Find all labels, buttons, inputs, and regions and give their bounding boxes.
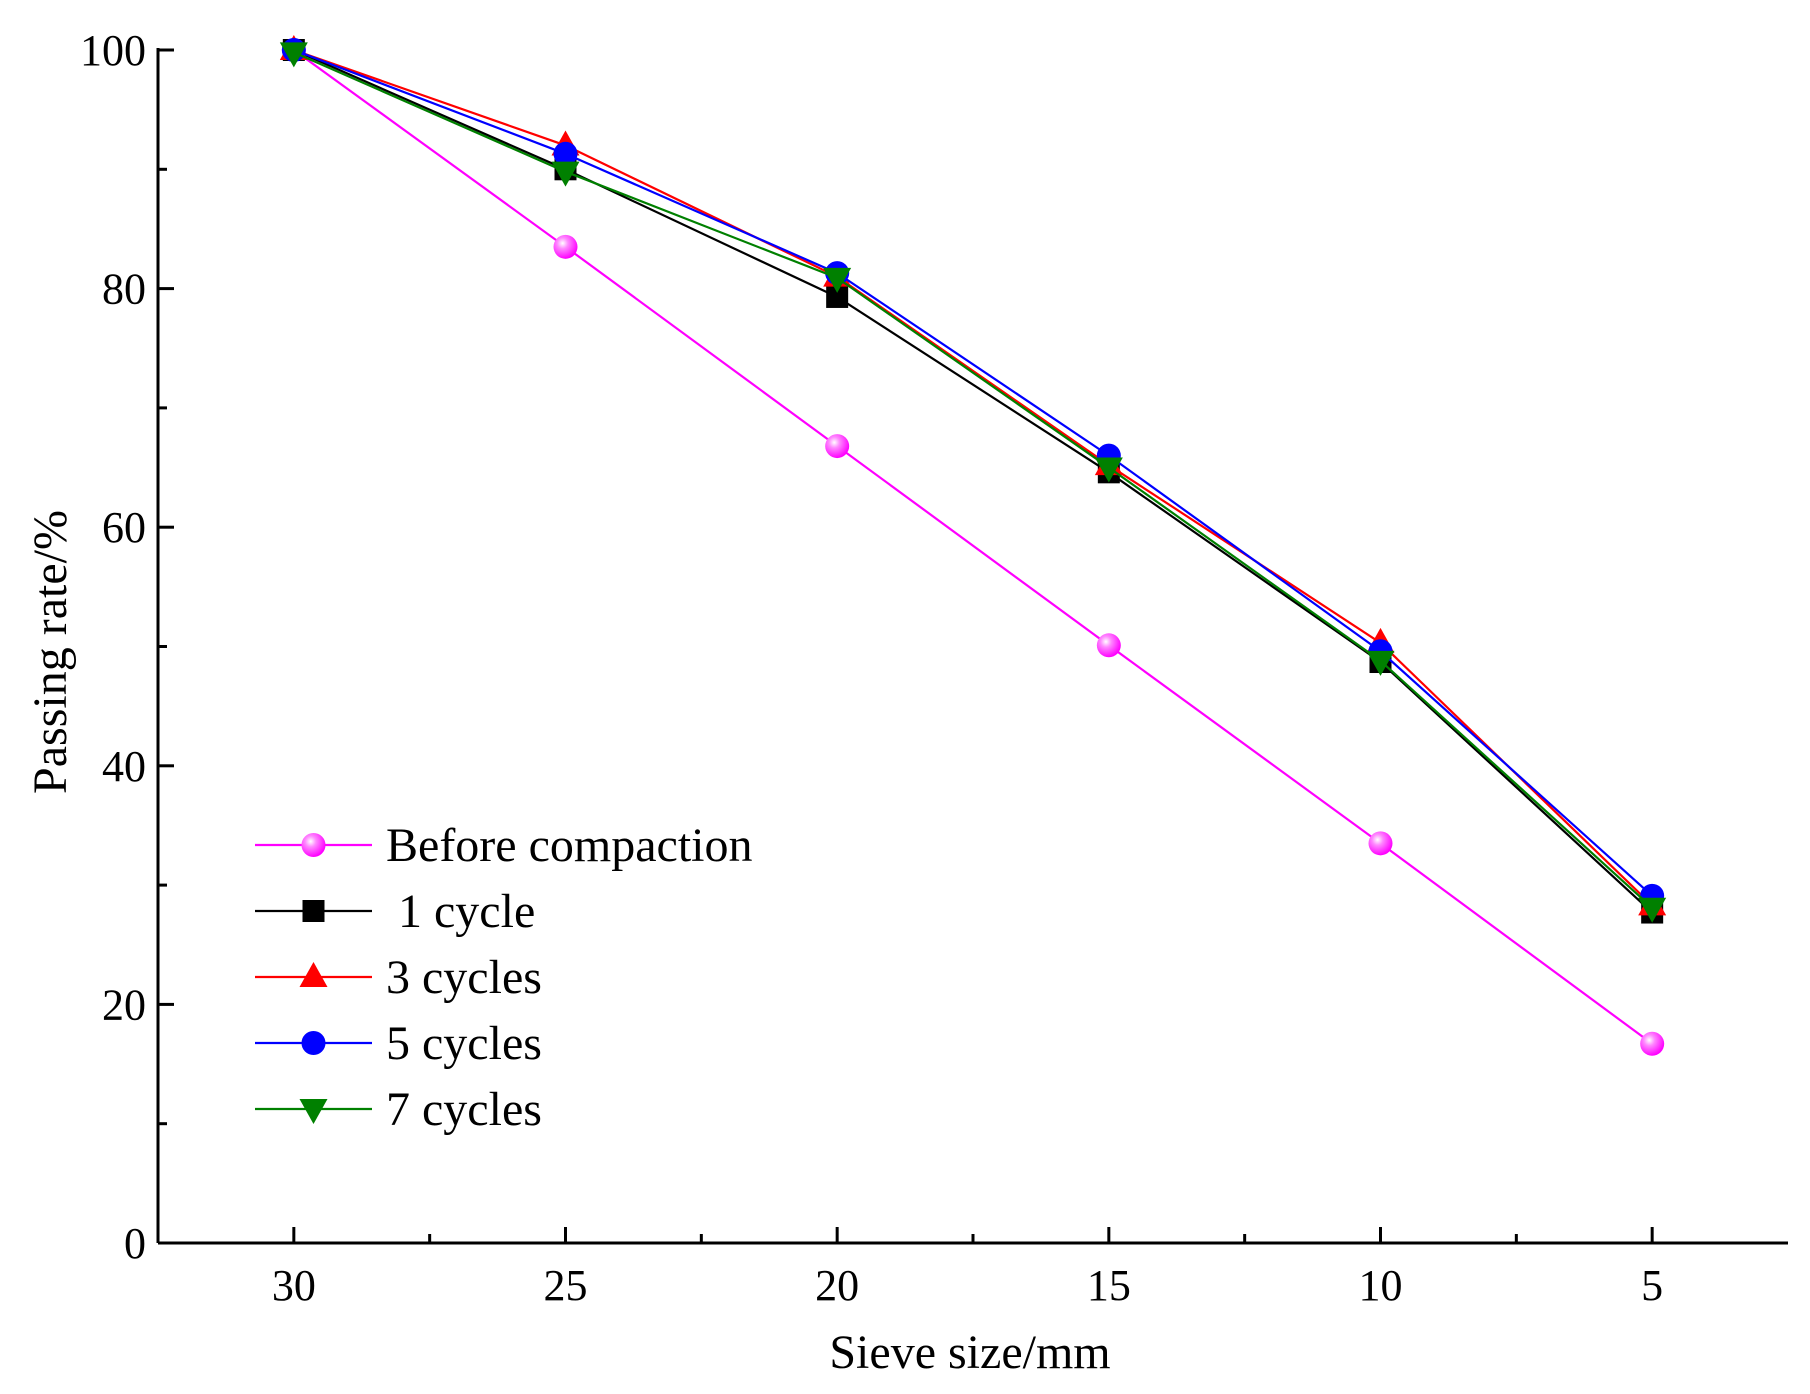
axes: 0 20 40 60 80 100 30 25 20 15 10 5: [80, 26, 1788, 1310]
x-tick-label: 25: [544, 1261, 588, 1310]
data-point: [1366, 650, 1395, 676]
y-tick-label: 20: [102, 980, 146, 1029]
legend-item: 7 cycles: [255, 1083, 542, 1136]
legend-label: 5 cycles: [386, 1017, 542, 1070]
legend-label: 3 cycles: [386, 951, 542, 1004]
series-line: [293, 48, 1653, 907]
data-point: [1094, 457, 1123, 483]
legend-item: 5 cycles: [255, 1017, 542, 1070]
series-line: [293, 48, 1653, 914]
series-2: [279, 35, 1667, 916]
data-point: [551, 161, 580, 187]
legend-marker: [299, 962, 328, 987]
x-tick-label: 15: [1087, 1261, 1131, 1310]
series-line: [293, 48, 1653, 897]
legend-marker: [301, 833, 326, 857]
legend-marker: [301, 1031, 326, 1055]
legend-label: 7 cycles: [386, 1083, 542, 1136]
y-tick-label: 40: [102, 742, 146, 791]
x-tick-label: 20: [815, 1261, 859, 1310]
y-tick-label: 80: [102, 265, 146, 314]
x-tick-label: 30: [272, 1261, 316, 1310]
legend-item: 3 cycles: [255, 951, 542, 1004]
legend-marker: [302, 900, 325, 922]
series-line: [293, 51, 1653, 909]
data-point: [1368, 831, 1393, 856]
x-axis-title: Sieve size/mm: [829, 1326, 1110, 1379]
y-tick-label: 0: [124, 1219, 146, 1268]
legend-item: 1 cycle: [255, 885, 535, 938]
y-tick-label: 60: [102, 503, 146, 552]
data-point: [826, 285, 849, 308]
legend-item: Before compaction: [255, 819, 753, 872]
y-axis-title: Passing rate/%: [24, 510, 77, 794]
y-tick-label: 100: [80, 26, 146, 75]
data-point: [1638, 897, 1667, 923]
series-4: [279, 42, 1667, 923]
data-point: [823, 267, 852, 293]
data-point: [553, 234, 578, 259]
x-tick-label: 10: [1359, 1261, 1403, 1310]
data-point: [1096, 633, 1121, 658]
series-1: [282, 39, 1664, 924]
legend-label: Before compaction: [386, 819, 753, 872]
legend-label: 1 cycle: [386, 885, 535, 938]
x-tick-label: 5: [1641, 1261, 1663, 1310]
legend: Before compaction 1 cycle 3 cycles 5 cycle…: [255, 819, 753, 1136]
data-point: [279, 42, 308, 68]
plot-area: [279, 35, 1667, 1056]
data-point: [825, 434, 850, 459]
data-point: [1640, 1031, 1665, 1056]
legend-marker: [299, 1099, 328, 1124]
data-point: [553, 141, 578, 166]
series-3: [281, 38, 1665, 908]
series-line: [293, 49, 1653, 1045]
